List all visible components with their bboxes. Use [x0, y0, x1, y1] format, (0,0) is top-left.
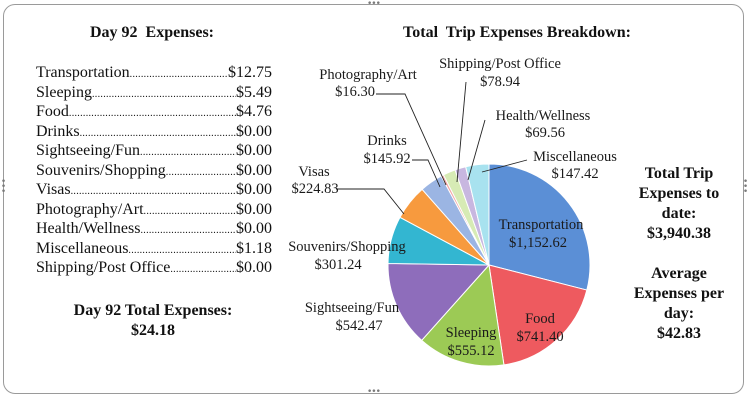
leader-dots: ........................................…	[165, 166, 236, 178]
leader-line-miscellaneous	[481, 159, 528, 173]
expense-value: $4.76	[236, 103, 272, 120]
leader-line-photography-art	[376, 93, 447, 186]
slice-label-shipping-post-office: Shipping/Post Office	[439, 56, 561, 72]
expense-label: Sightseeing/Fun	[36, 142, 141, 159]
total-trip-label: Total Trip Expenses to date:	[638, 165, 720, 222]
expense-row: Sleeping................................…	[36, 84, 272, 104]
expense-value: $0.00	[236, 181, 272, 198]
slice-label-souvenirs-shopping: Souvenirs/Shopping	[288, 239, 406, 255]
expense-value: $0.00	[236, 220, 272, 237]
slice-label-food: Food	[525, 311, 556, 327]
expense-row: Shipping/Post Office....................…	[36, 259, 272, 279]
resize-handle-right[interactable]: • • •	[742, 177, 748, 197]
leader-dots: ........................................…	[170, 264, 236, 275]
expense-value: $5.49	[236, 83, 272, 101]
total-trip-value: $3,940.38	[647, 225, 711, 242]
day-expenses-title: Day 92 Expenses:	[89, 24, 214, 41]
slice-label-miscellaneous: Miscellaneous	[533, 149, 617, 165]
expense-row: Drinks..................................…	[36, 123, 272, 143]
pie-slice-miscellaneous	[465, 163, 490, 266]
pie-slice-transportation	[488, 163, 591, 291]
expense-label: Miscellaneous	[36, 239, 129, 257]
day-total-label: Day 92 Total Expenses:	[73, 302, 233, 319]
slice-label-sightseeing-fun: Sightseeing/Fun	[305, 300, 400, 316]
expense-row: Transportation..........................…	[36, 64, 272, 84]
average-expenses: Average Expenses per day: $42.83	[623, 264, 735, 344]
slice-value-souvenirs-shopping: $301.24	[314, 257, 362, 273]
resize-handle-top[interactable]: •••	[367, 0, 381, 9]
expense-label: Health/Wellness	[36, 220, 141, 237]
expense-row: Food....................................…	[36, 103, 272, 123]
leader-dots: ........................................…	[143, 205, 236, 217]
day-total: Day 92 Total Expenses: $24.18	[40, 301, 266, 341]
total-trip-expenses: Total Trip Expenses to date: $3,940.38	[623, 164, 735, 244]
pie-slices	[387, 163, 591, 367]
expense-label: Souvenirs/Shopping	[36, 161, 166, 179]
expense-value: $0.00	[236, 200, 272, 218]
expense-label: Food	[36, 103, 69, 120]
day-total-value: $24.18	[131, 322, 175, 339]
slice-value-drinks: $145.92	[363, 151, 410, 167]
expense-value: $0.00	[236, 122, 272, 140]
expense-label: Shipping/Post Office	[36, 259, 171, 276]
expense-label: Visas	[36, 181, 71, 198]
leader-dots: ........................................…	[140, 147, 236, 158]
slice-label-sleeping: Sleeping	[446, 325, 497, 341]
expense-label: Sleeping	[36, 83, 92, 101]
leader-dots: ........................................…	[129, 69, 228, 80]
expense-value: $0.00	[236, 259, 272, 276]
leader-dots: ........................................…	[128, 244, 236, 256]
slice-value-miscellaneous: $147.42	[551, 166, 598, 182]
resize-handle-left[interactable]: • • •	[0, 177, 6, 197]
expense-row: Souvenirs/Shopping......................…	[36, 162, 272, 182]
slice-value-shipping-post-office: $78.94	[480, 74, 521, 90]
expense-row: Visas...................................…	[36, 181, 272, 201]
leader-dots: ........................................…	[140, 225, 236, 236]
slice-label-drinks: Drinks	[367, 133, 407, 149]
average-label: Average Expenses per day:	[633, 265, 725, 322]
expense-label: Drinks	[36, 122, 80, 140]
slice-value-transportation: $1,152.62	[509, 235, 567, 251]
leader-dots: ........................................…	[70, 186, 236, 197]
leader-dots: ........................................…	[79, 127, 236, 139]
leader-dots: ........................................…	[92, 88, 236, 100]
day-expenses-list: Transportation..........................…	[36, 64, 272, 279]
slice-value-food: $741.40	[516, 329, 563, 345]
slice-value-visas: $224.83	[291, 181, 338, 197]
slice-label-photography-art: Photography/Art	[319, 67, 416, 83]
expense-value: $12.75	[228, 64, 272, 81]
resize-handle-bottom[interactable]: •••	[367, 387, 381, 397]
slice-label-visas: Visas	[298, 164, 330, 180]
leader-line-drinks	[412, 159, 441, 188]
leader-line-shipping-post-office	[456, 81, 467, 183]
pie-labels: Transportation $1,152.62 Food $741.40 Sleepi…	[288, 56, 617, 359]
expense-label: Transportation	[36, 64, 130, 81]
slice-label-transportation: Transportation	[499, 217, 585, 233]
pie-slice-food	[488, 264, 588, 366]
expense-value: $0.00	[236, 142, 272, 159]
average-value: $42.83	[657, 325, 701, 342]
expense-value: $0.00	[236, 161, 272, 179]
expense-row: Miscellaneous...........................…	[36, 240, 272, 260]
chart-frame	[3, 4, 744, 394]
chart-title: Total Trip Expenses Breakdown:	[403, 24, 631, 41]
slice-value-sightseeing-fun: $542.47	[335, 318, 382, 334]
leader-line-health-wellness	[467, 119, 486, 181]
expense-label: Photography/Art	[36, 200, 144, 218]
slice-value-photography-art: $16.30	[335, 84, 375, 100]
pie-slice-sleeping	[421, 263, 505, 367]
slice-value-health-wellness: $69.56	[525, 125, 565, 141]
slice-value-sleeping: $555.12	[447, 343, 494, 359]
leader-line-visas	[336, 188, 405, 215]
expense-row: Health/Wellness.........................…	[36, 220, 272, 240]
expense-row: Sightseeing/Fun.........................…	[36, 142, 272, 162]
slice-label-health-wellness: Health/Wellness	[496, 108, 591, 124]
pie-slice-sightseeing-fun	[387, 262, 491, 342]
expense-row: Photography/Art.........................…	[36, 201, 272, 221]
expense-value: $1.18	[236, 239, 272, 257]
leader-dots: ........................................…	[68, 108, 236, 119]
